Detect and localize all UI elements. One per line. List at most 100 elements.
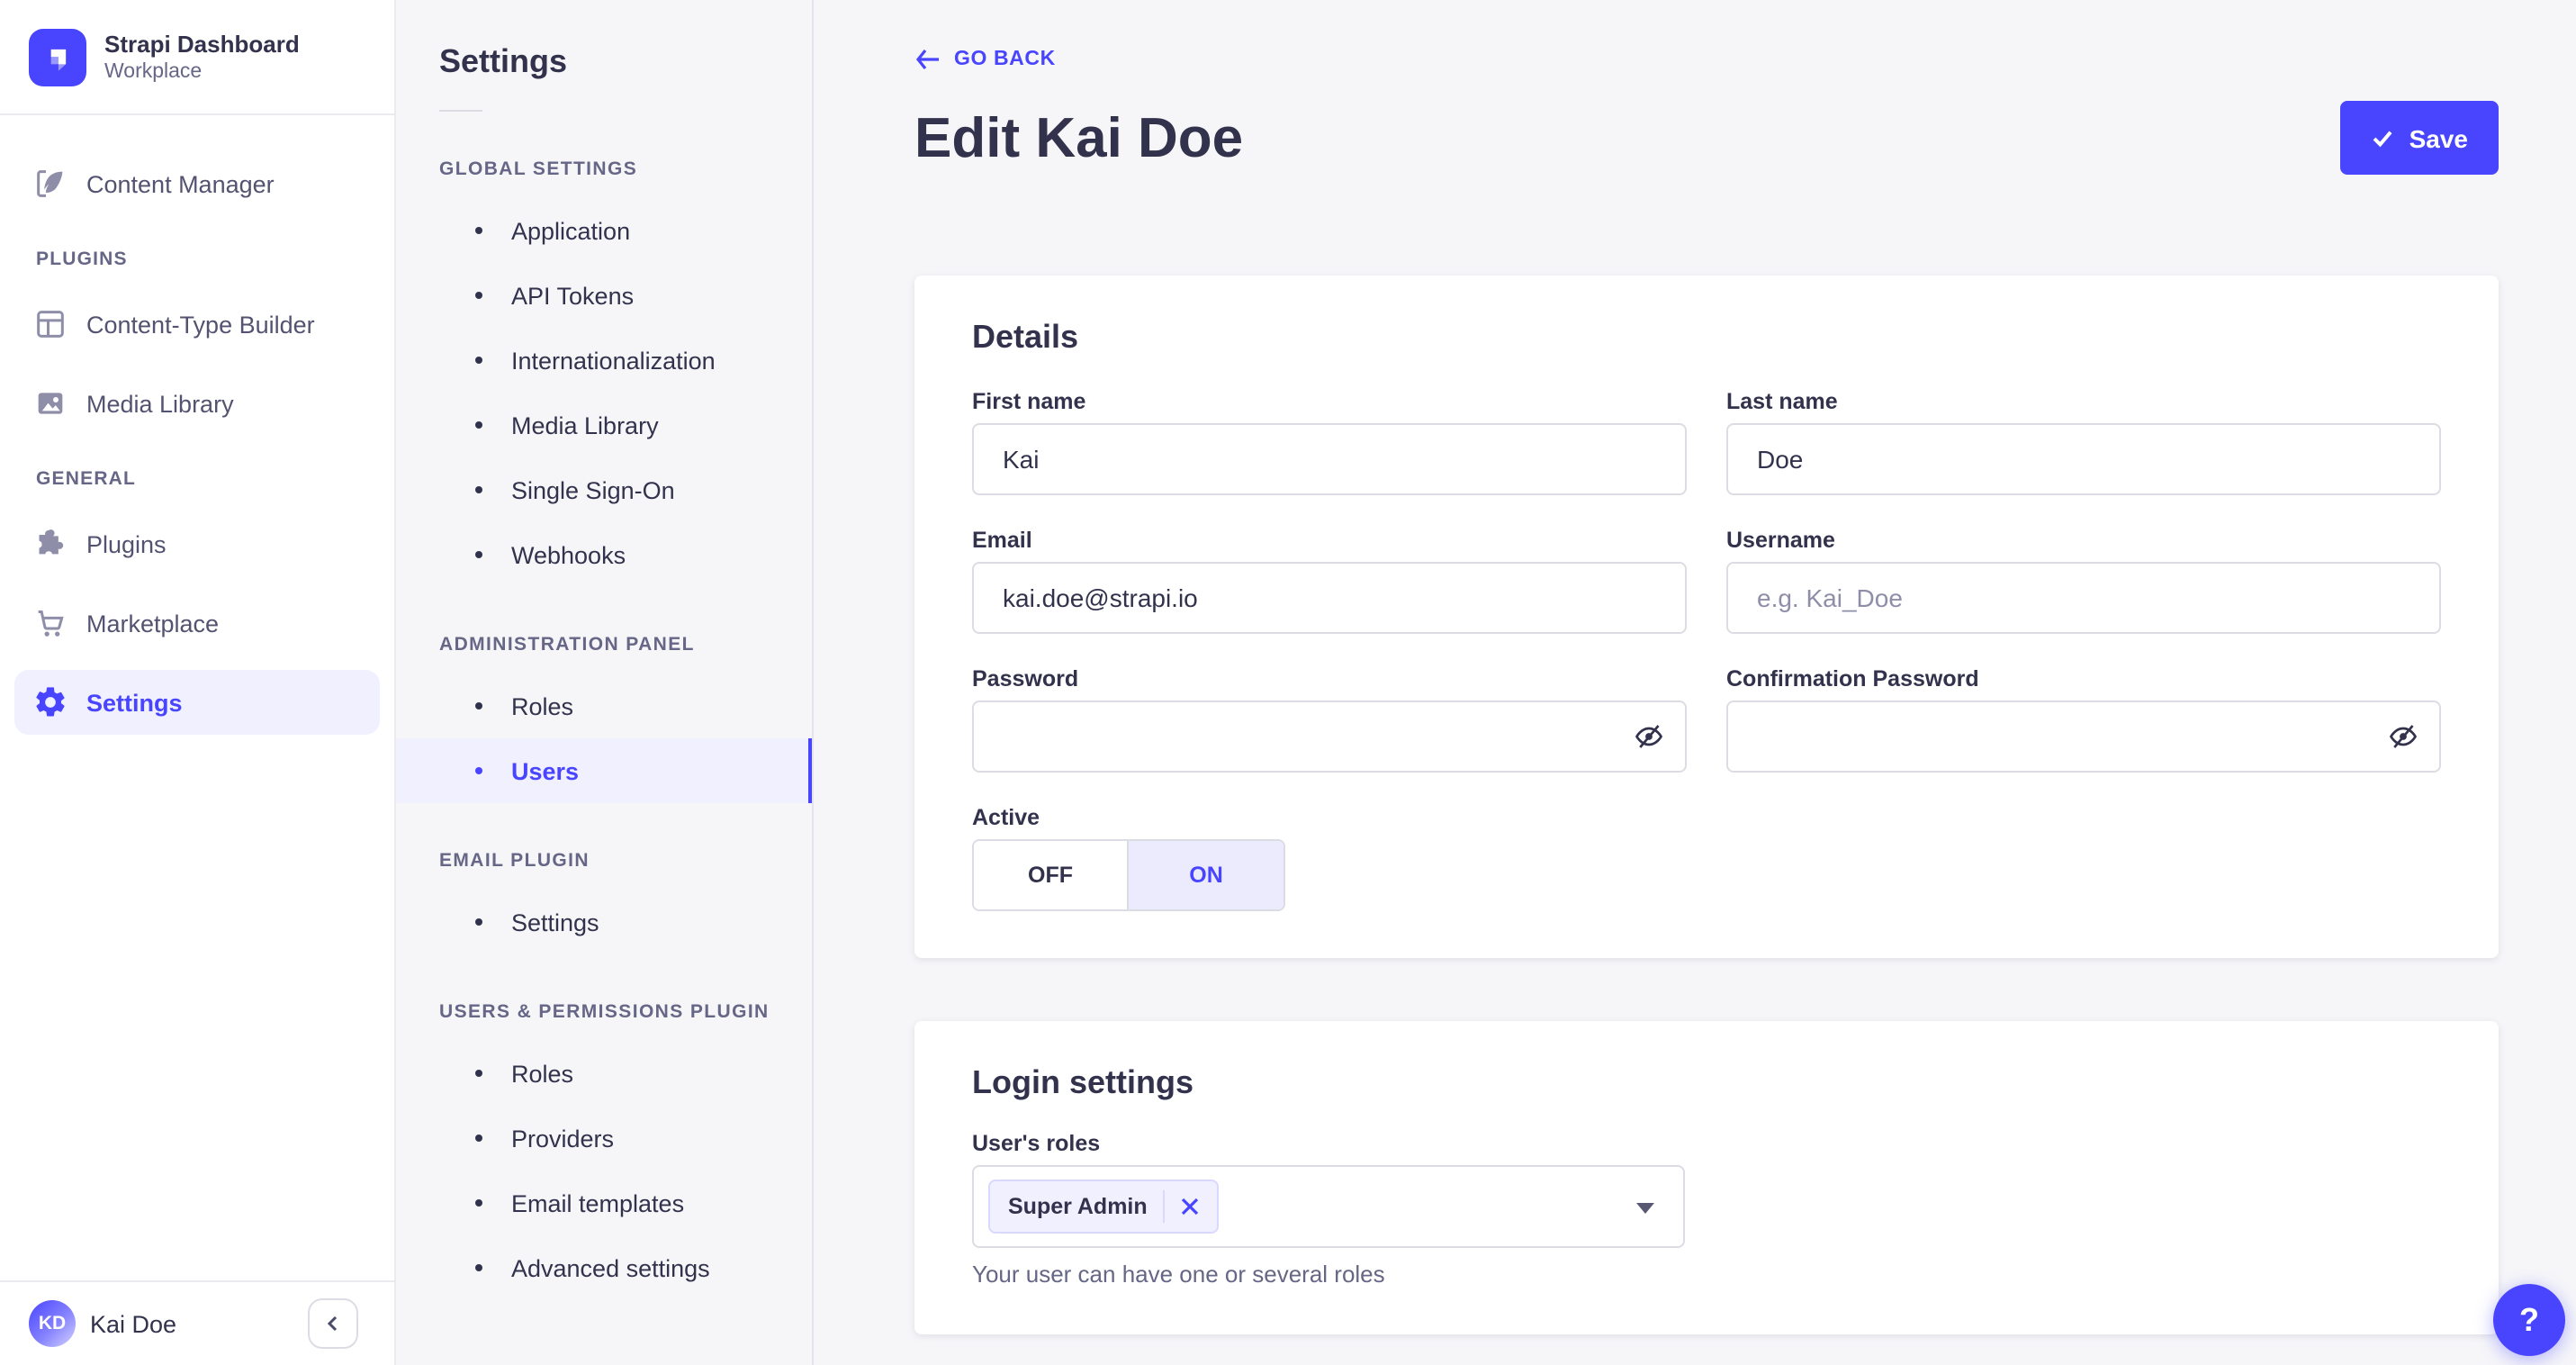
username-input[interactable] [1726,562,2441,634]
sidebar-item-content-manager[interactable]: Content Manager [14,151,380,216]
first-name-input[interactable] [972,423,1687,495]
email-field-group: Email [972,528,1687,634]
puzzle-icon [39,529,64,555]
gear-icon [36,687,65,717]
user-roles-field-group: User's roles Super Admin Your us [972,1131,2441,1288]
collapse-sidebar-button[interactable] [308,1298,358,1349]
login-settings-card: Login settings User's roles Super Admin [914,1021,2499,1334]
subnav-item-admin-roles[interactable]: Roles [396,673,812,738]
bullet-dot-icon [475,227,482,234]
sidebar-item-marketplace[interactable]: Marketplace [14,591,380,655]
subnav-item-application[interactable]: Application [396,198,812,263]
content-type-builder-icon [37,311,64,338]
sidebar-item-label: Marketplace [86,610,220,637]
subnav-item-up-advanced-settings[interactable]: Advanced settings [396,1235,812,1300]
email-input[interactable] [972,562,1687,634]
bullet-dot-icon [475,1264,482,1271]
brand-text: Strapi Dashboard Workplace [104,30,300,84]
go-back-link[interactable]: GO BACK [914,49,1056,70]
password-field-group: Password [972,666,1687,773]
active-toggle-off[interactable]: OFF [974,841,1129,909]
password-label: Password [972,666,1079,692]
confirmation-password-input[interactable] [1726,701,2441,773]
confirmation-password-field-group: Confirmation Password [1726,666,2441,773]
sidebar-item-media-library[interactable]: Media Library [14,371,380,436]
bullet-dot-icon [475,702,482,710]
username-field-group: Username [1726,528,2441,634]
toggle-confirmation-password-visibility-button[interactable] [2387,720,2419,753]
active-toggle-on[interactable]: ON [1129,841,1283,909]
sidebar-user-row: KD Kai Doe [0,1280,394,1365]
last-name-input[interactable] [1726,423,2441,495]
roles-helper-text: Your user can have one or several roles [972,1261,1385,1288]
avatar: KD [29,1300,76,1347]
email-label: Email [972,528,1032,553]
bullet-dot-icon [475,918,482,926]
nav-section-plugins: PLUGINS [36,249,128,270]
sidebar-item-label: Content-Type Builder [86,311,315,338]
subnav-item-media-library[interactable]: Media Library [396,393,812,457]
eye-off-icon [2389,725,2418,748]
username-label: Username [1726,528,1835,553]
subnav-item-up-providers[interactable]: Providers [396,1106,812,1171]
subnav-item-email-settings[interactable]: Settings [396,890,812,954]
nav-list: Content Manager PLUGINS Content-Type Bui… [0,115,394,735]
subnav-item-api-tokens[interactable]: API Tokens [396,263,812,328]
bullet-dot-icon [475,1199,482,1207]
bullet-dot-icon [475,551,482,558]
toggle-password-visibility-button[interactable] [1633,720,1665,753]
subnav-item-up-email-templates[interactable]: Email templates [396,1171,812,1235]
details-field-grid: First name Last name Email Username [972,389,2441,773]
user-name: Kai Doe [90,1310,177,1337]
main-content: GO BACK Edit Kai Doe Save Details First … [814,0,2576,1365]
check-icon [2373,131,2393,148]
sidebar-item-label: Media Library [86,390,234,417]
subnav-section-administration-panel: ADMINISTRATION PANEL Roles Users [396,634,812,803]
role-chip: Super Admin [988,1180,1220,1234]
main-sidebar: Strapi Dashboard Workplace Content Manag… [0,0,396,1365]
sidebar-item-label: Plugins [86,530,167,557]
sidebar-item-label: Settings [86,689,183,716]
active-field-group: Active OFF ON [972,805,2441,911]
bullet-dot-icon [475,767,482,774]
subnav-item-internationalization[interactable]: Internationalization [396,328,812,393]
user-roles-label: User's roles [972,1131,1101,1156]
bullet-dot-icon [475,292,482,299]
app-title: Strapi Dashboard [104,30,300,57]
nav-section-general: GENERAL [36,468,137,490]
bullet-dot-icon [475,421,482,429]
active-label: Active [972,805,1040,830]
app-subtitle: Workplace [104,60,203,82]
content-manager-icon [37,170,63,197]
sidebar-item-settings[interactable]: Settings [14,670,380,735]
eye-off-icon [1635,725,1663,748]
sidebar-item-label: Content Manager [86,170,275,197]
subnav-divider [439,110,482,112]
subnav-item-admin-users[interactable]: Users [396,738,812,803]
subnav-section-users-permissions-plugin: USERS & PERMISSIONS PLUGIN Roles Provide… [396,1001,812,1300]
login-settings-title: Login settings [972,1064,1193,1100]
save-button[interactable]: Save [2340,101,2499,175]
bullet-dot-icon [475,1070,482,1077]
cards-container: Details First name Last name Email [914,276,2499,1334]
sidebar-item-plugins[interactable]: Plugins [14,511,380,576]
password-input[interactable] [972,701,1687,773]
subnav-item-webhooks[interactable]: Webhooks [396,522,812,587]
strapi-logo-icon [29,28,86,86]
user-roles-select[interactable]: Super Admin [972,1165,1685,1248]
bullet-dot-icon [475,486,482,493]
media-library-icon [38,393,63,414]
active-toggle: OFF ON [972,839,1285,911]
subnav-section-email-plugin: EMAIL PLUGIN Settings [396,850,812,954]
bullet-dot-icon [475,1134,482,1142]
last-name-field-group: Last name [1726,389,2441,495]
last-name-label: Last name [1726,389,1838,414]
subnav-item-single-sign-on[interactable]: Single Sign-On [396,457,812,522]
sidebar-item-content-type-builder[interactable]: Content-Type Builder [14,292,380,357]
chevron-left-icon [327,1315,338,1332]
help-button[interactable]: ? [2493,1284,2565,1356]
subnav-item-up-roles[interactable]: Roles [396,1041,812,1106]
remove-role-button[interactable] [1163,1190,1200,1223]
cart-icon [38,610,64,637]
